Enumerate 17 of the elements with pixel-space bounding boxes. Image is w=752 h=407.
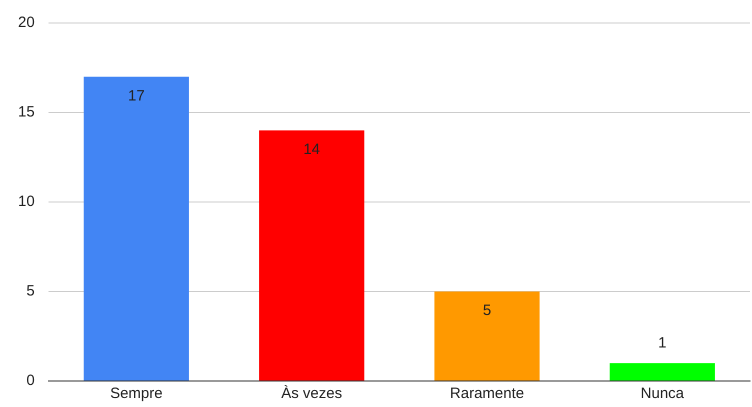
data-label: 17	[128, 87, 145, 104]
bar	[434, 292, 540, 380]
bar	[610, 363, 715, 380]
y-tick-label: 20	[18, 14, 35, 32]
data-label: 1	[658, 334, 667, 352]
bar	[84, 76, 189, 380]
y-tick-label: 10	[18, 193, 35, 210]
data-label: 14	[303, 141, 320, 158]
x-tick-label: Nunca	[640, 385, 685, 402]
bar	[259, 130, 364, 380]
x-tick-label: Raramente	[450, 385, 524, 402]
x-tick-label: Sempre	[110, 385, 163, 402]
y-tick-label: 15	[18, 104, 35, 121]
y-tick-label: 0	[26, 372, 35, 390]
data-label: 5	[482, 302, 492, 320]
x-tick-label: Às vezes	[281, 384, 342, 402]
y-tick-label: 5	[26, 282, 35, 300]
